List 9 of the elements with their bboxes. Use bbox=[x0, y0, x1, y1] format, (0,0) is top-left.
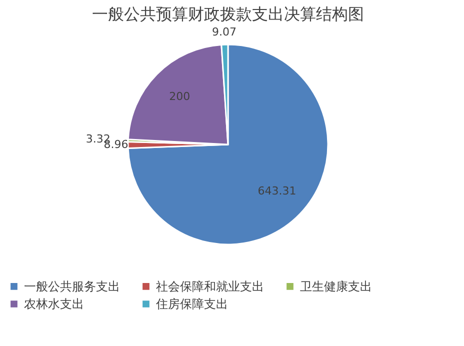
legend-label: 一般公共服务支出 bbox=[24, 279, 120, 294]
data-label: 200 bbox=[169, 90, 190, 103]
data-label: 643.31 bbox=[258, 184, 296, 198]
legend-label: 卫生健康支出 bbox=[300, 279, 372, 294]
legend-label: 住房保障支出 bbox=[155, 297, 228, 311]
legend-label: 农林水支出 bbox=[24, 297, 84, 311]
chart-title: 一般公共预算财政拨款支出决算结构图 bbox=[92, 4, 364, 24]
legend-label: 社会保障和就业支出 bbox=[156, 279, 264, 294]
data-label: 9.07 bbox=[212, 26, 237, 39]
